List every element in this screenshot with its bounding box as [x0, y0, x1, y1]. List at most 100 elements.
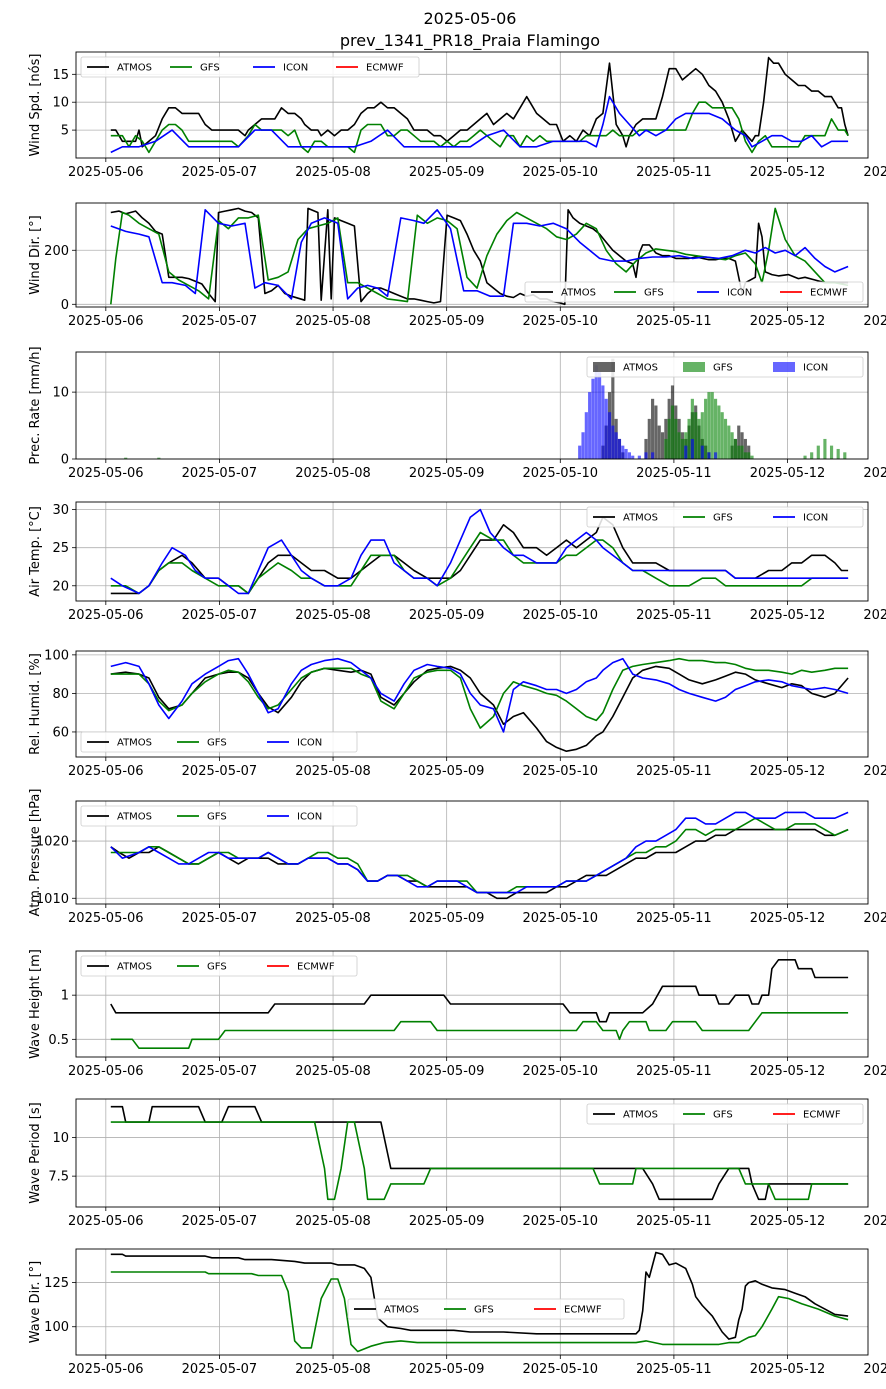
bar-icon — [624, 448, 628, 459]
x-tick-label: 2025-05-10 — [523, 165, 599, 180]
legend: ATMOS GFS ECMWF — [347, 1298, 625, 1320]
legend-swatch-icon — [773, 362, 795, 372]
x-tick-label: 2025-05-06 — [68, 911, 144, 926]
bar-icon — [617, 438, 622, 459]
bar-icon — [607, 412, 612, 459]
series-line-icon — [110, 95, 849, 154]
x-tick-label: 2025-05-06 — [68, 608, 144, 623]
axes-frame — [75, 800, 869, 905]
legend-label-ecmwf: ECMWF — [366, 63, 404, 74]
legend-label-icon: ICON — [297, 812, 322, 823]
bar-gfs — [697, 418, 701, 459]
bar-icon — [684, 445, 688, 459]
legend-label-gfs: GFS — [207, 812, 227, 823]
panels: 2025-05-06 2025-05-07 2025-05-08 2025-05-09… — [28, 51, 886, 1377]
panel-rel_humid: 2025-05-06 2025-05-07 2025-05-08 2025-05-09… — [28, 648, 886, 779]
panel-wave_dir: 2025-05-06 2025-05-07 2025-05-08 2025-05-09… — [28, 1248, 886, 1377]
legend-box — [586, 1103, 864, 1125]
x-tick-label: 2025-05-08 — [295, 1362, 371, 1377]
plot-area — [110, 811, 849, 900]
axes-frame — [75, 950, 869, 1058]
x-tick-label: 2025-05-08 — [295, 165, 371, 180]
bar-gfs — [823, 438, 827, 459]
y-tick-label: 1010 — [36, 892, 69, 907]
x-tick-label: 2025-05-09 — [409, 1362, 485, 1377]
x-tick-label: 2025-05-08 — [295, 314, 371, 329]
x-tick-label: 2025-05-10 — [523, 608, 599, 623]
bar-gfs — [816, 445, 820, 459]
bar-icon — [594, 365, 598, 459]
x-tick-label: 2025-05-06 — [68, 1214, 144, 1229]
legend-swatch-atmos — [593, 362, 615, 372]
y-tick-label: 0 — [61, 453, 69, 468]
y-axis-label: Prec. Rate [mm/h] — [28, 346, 43, 464]
axes-frame — [75, 1248, 869, 1356]
legend-swatch-gfs — [683, 362, 705, 372]
x-tick-label: 2025-05-07 — [182, 1362, 258, 1377]
legend-label-icon: ICON — [297, 738, 322, 749]
y-axis-label: Wave Height [m] — [28, 949, 43, 1059]
bar-gfs — [670, 405, 675, 459]
bar-icon — [591, 378, 595, 459]
bar-icon — [611, 425, 615, 459]
bar-gfs — [720, 412, 724, 459]
legend-label-ecmwf: ECMWF — [564, 1305, 602, 1316]
legend: ATMOS GFS ECMWF — [586, 1103, 864, 1125]
bar-gfs — [687, 418, 691, 459]
bar-gfs — [690, 398, 694, 459]
bar-gfs — [733, 438, 738, 459]
bar-atmos — [647, 418, 651, 459]
y-axis-label: Wind Dir. [°] — [28, 215, 43, 295]
bar-gfs — [713, 398, 718, 459]
series-line-atmos — [110, 207, 849, 306]
x-tick-label: 2025-05-08 — [295, 911, 371, 926]
y-tick-label: 1 — [61, 989, 69, 1004]
figure-title-line2: prev_1341_PR18_Praia Flamingo — [340, 31, 600, 51]
x-tick-label: 2025-05-13 — [863, 764, 886, 779]
y-tick-label: 100 — [44, 648, 69, 663]
panel-wave_period: 2025-05-06 2025-05-07 2025-05-08 2025-05-09… — [28, 1098, 886, 1229]
bar-gfs — [717, 405, 721, 459]
bar-icon — [644, 452, 648, 459]
y-axis-label: Wave Period [s] — [28, 1102, 43, 1203]
series-line-gfs — [110, 1121, 849, 1201]
axes-frame — [75, 1098, 869, 1208]
x-tick-label: 2025-05-09 — [409, 314, 485, 329]
x-tick-label: 2025-05-12 — [750, 1214, 826, 1229]
plot-area — [110, 1251, 849, 1353]
x-tick-label: 2025-05-11 — [636, 165, 712, 180]
panel-pressure: 2025-05-06 2025-05-07 2025-05-08 2025-05-09… — [28, 789, 886, 926]
bar-gfs — [737, 445, 741, 459]
legend-label-gfs: GFS — [713, 363, 733, 374]
series-line-icon — [110, 657, 849, 733]
x-tick-label: 2025-05-07 — [182, 911, 258, 926]
bar-gfs — [743, 452, 747, 459]
y-axis-label: Wind Spd. [nós] — [28, 54, 43, 157]
series-line-atmos — [110, 1251, 849, 1340]
x-tick-label: 2025-05-09 — [409, 608, 485, 623]
x-tick-label: 2025-05-13 — [863, 165, 886, 180]
legend-label-gfs: GFS — [207, 962, 227, 973]
y-tick-label: 5 — [61, 124, 69, 139]
bar-gfs — [680, 438, 685, 459]
bar-icon — [584, 412, 588, 459]
bar-icon — [627, 452, 631, 459]
legend-label-icon: ICON — [803, 513, 828, 524]
y-tick-label: 20 — [52, 579, 69, 594]
x-tick-label: 2025-05-07 — [182, 1214, 258, 1229]
axes-frame — [75, 650, 869, 758]
series-line-gfs — [110, 531, 849, 595]
legend-label-gfs: GFS — [644, 288, 664, 299]
y-tick-label: 200 — [44, 244, 69, 259]
x-tick-label: 2025-05-09 — [409, 764, 485, 779]
series-line-gfs — [110, 207, 849, 305]
legend-box — [80, 805, 358, 827]
x-tick-label: 2025-05-10 — [523, 911, 599, 926]
bar-icon — [614, 432, 618, 459]
x-tick-label: 2025-05-08 — [295, 1064, 371, 1079]
bar-icon — [581, 432, 585, 459]
x-tick-label: 2025-05-11 — [636, 314, 712, 329]
legend: ATMOS GFS ICON — [586, 506, 864, 528]
panel-wind_dir: 2025-05-06 2025-05-07 2025-05-08 2025-05-09… — [28, 202, 886, 329]
y-tick-label: 30 — [52, 503, 69, 518]
